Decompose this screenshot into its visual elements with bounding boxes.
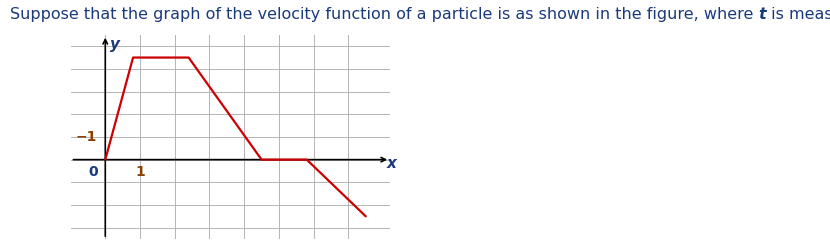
Text: y: y [110,37,120,52]
Text: 1: 1 [135,165,145,179]
Text: t: t [759,7,766,22]
Text: is measured in seconds.: is measured in seconds. [766,7,830,22]
Text: −1: −1 [76,130,96,144]
Text: 0: 0 [89,165,98,179]
Text: Suppose that the graph of the velocity function of a particle is as shown in the: Suppose that the graph of the velocity f… [10,7,759,22]
Text: x: x [387,156,397,171]
